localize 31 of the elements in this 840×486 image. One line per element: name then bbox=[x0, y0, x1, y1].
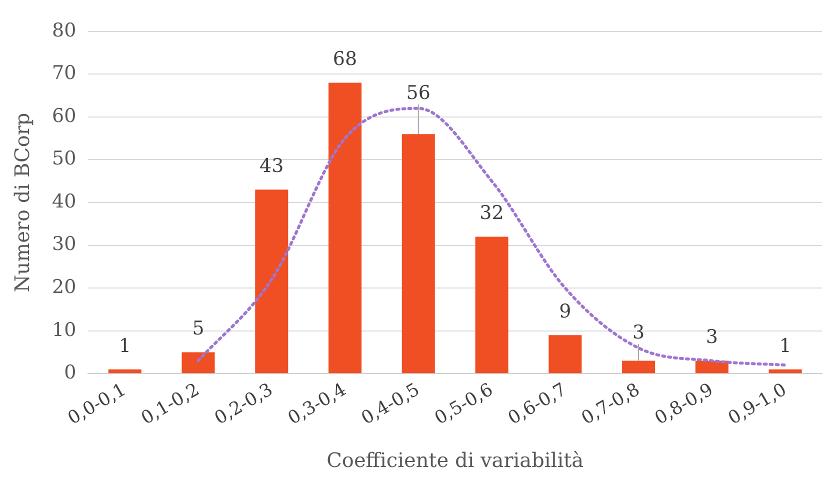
data-label: 9 bbox=[559, 300, 572, 323]
data-label: 56 bbox=[406, 82, 430, 104]
bar bbox=[328, 82, 362, 374]
y-tick-label: 30 bbox=[52, 233, 76, 256]
data-label: 32 bbox=[480, 202, 504, 224]
bar bbox=[548, 335, 582, 374]
data-label: 43 bbox=[260, 155, 284, 178]
y-tick-label: 40 bbox=[52, 190, 76, 212]
data-label: 1 bbox=[779, 334, 792, 357]
y-tick-label: 80 bbox=[52, 19, 76, 42]
data-label: 3 bbox=[706, 326, 718, 348]
y-tick-label: 20 bbox=[52, 276, 76, 298]
data-label: 5 bbox=[192, 318, 204, 340]
bar bbox=[622, 360, 656, 374]
data-label: 68 bbox=[332, 48, 358, 70]
bar bbox=[402, 134, 435, 374]
y-tick-label: 0 bbox=[64, 362, 76, 384]
data-label: 1 bbox=[118, 334, 131, 357]
data-label: 3 bbox=[632, 321, 645, 344]
y-tick-label: 60 bbox=[52, 104, 76, 127]
bar bbox=[255, 190, 288, 374]
y-axis-title: Numero di BCorp bbox=[10, 112, 34, 292]
y-tick-label: 10 bbox=[52, 318, 76, 341]
y-tick-label: 70 bbox=[52, 62, 76, 84]
bar bbox=[182, 352, 215, 374]
y-tick-label: 50 bbox=[52, 148, 76, 170]
bar bbox=[475, 236, 508, 374]
bar bbox=[108, 369, 142, 374]
x-axis-title: Coefficiente di variabilità bbox=[326, 448, 584, 472]
bar bbox=[695, 360, 728, 374]
bar bbox=[768, 369, 802, 374]
